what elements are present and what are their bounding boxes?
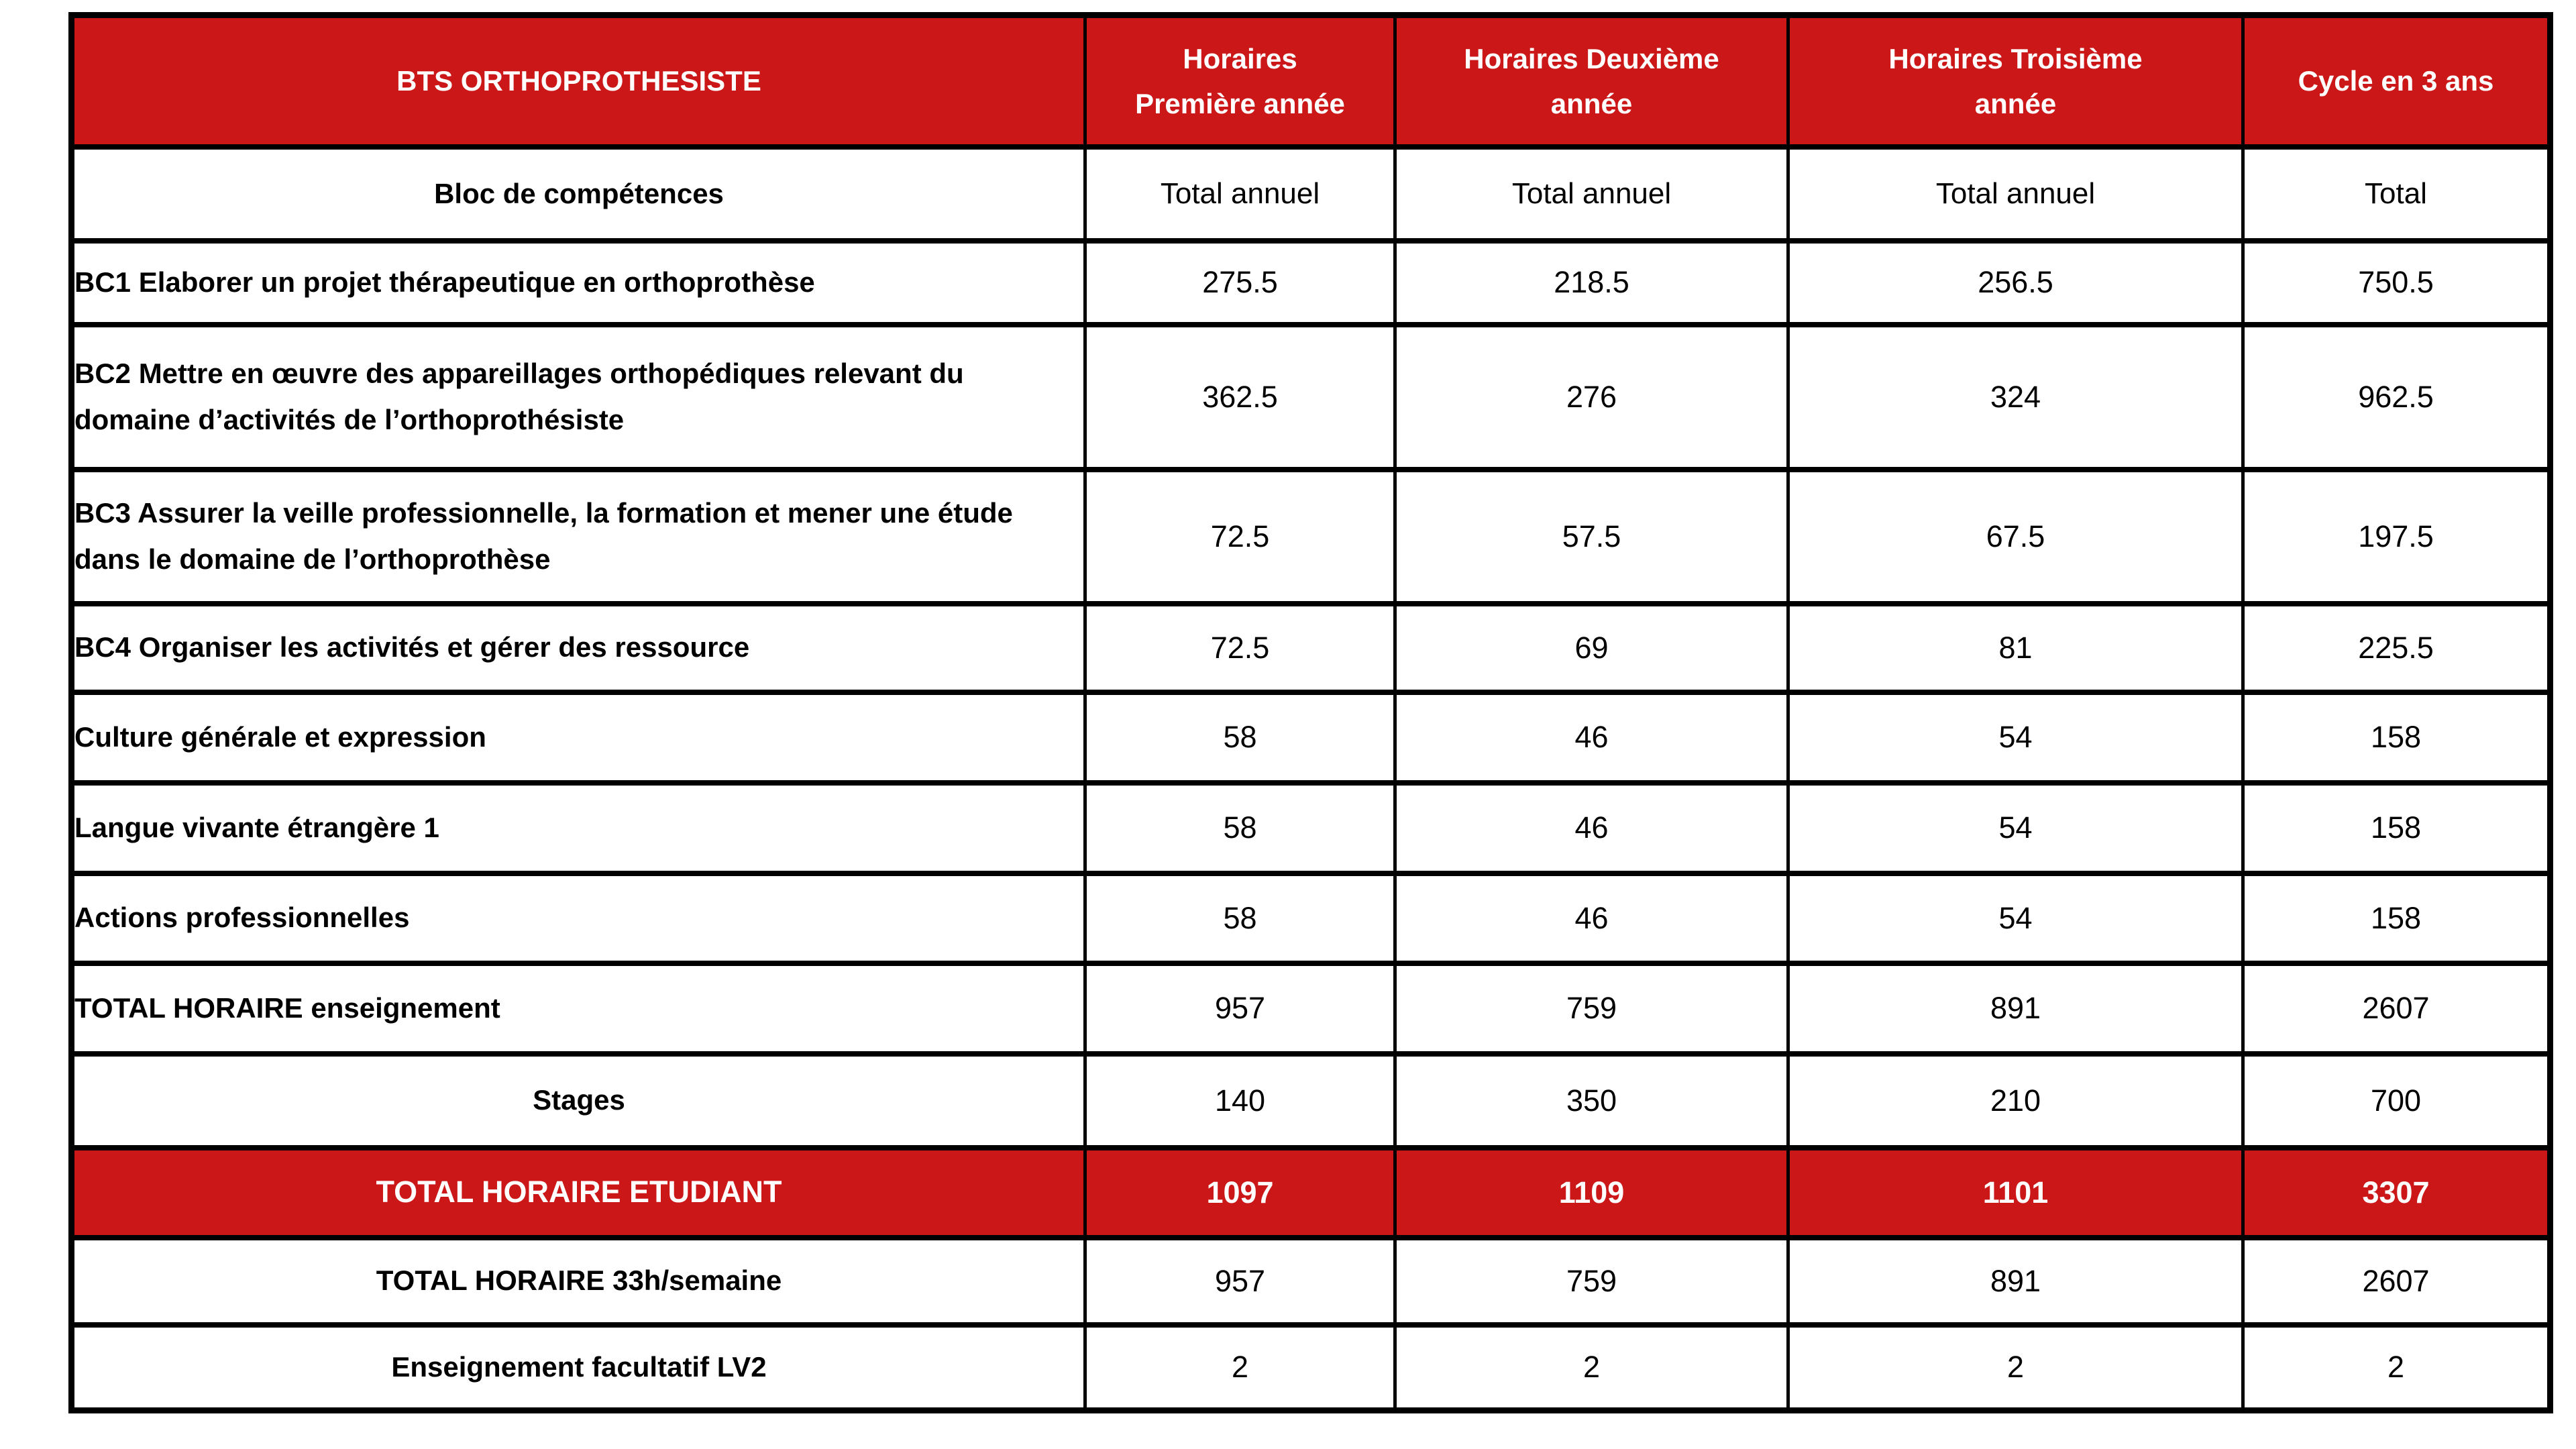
row-label: BC1 Elaborer un projet thérapeutique en … [70,237,1087,327]
cell-year2: 759 [1393,1234,1790,1328]
row-label: Langue vivante étrangère 1 [70,780,1087,876]
cell-year1: 2 [1083,1322,1397,1413]
table-header-row: BTS ORTHOPROTHESISTE Horaires Première a… [70,12,2552,150]
row-label: Actions professionnelles [70,870,1087,966]
cell-total: 962.5 [2241,321,2552,472]
cell-year3: 54 [1786,870,2245,966]
cell-total: 3307 [2241,1144,2552,1240]
cell-year3: 1101 [1786,1144,2245,1240]
table-row-total-33h: TOTAL HORAIRE 33h/semaine 957 759 891 26… [70,1234,2552,1328]
cell-year2: 276 [1393,321,1790,472]
cell-total: 2607 [2241,960,2552,1057]
cell-year3: 891 [1786,1234,2245,1328]
cell-year3: 54 [1786,780,2245,876]
cell-year1: 957 [1083,960,1397,1057]
header-cycle: Cycle en 3 ans [2241,12,2552,150]
subheader-total-annuel-2: Total annuel [1393,144,1790,244]
table-row-facultatif-lv2: Enseignement facultatif LV2 2 2 2 2 [70,1322,2552,1413]
cell-year2: 1109 [1393,1144,1790,1240]
cell-year2: 218.5 [1393,237,1790,327]
table-row-bc2: BC2 Mettre en œuvre des appareillages or… [70,321,2552,472]
table-row-bc1: BC1 Elaborer un projet thérapeutique en … [70,237,2552,327]
cell-total: 158 [2241,870,2552,966]
cell-year2: 69 [1393,600,1790,695]
cell-year1: 1097 [1083,1144,1397,1240]
cell-year3: 67.5 [1786,466,2245,606]
cell-year1: 957 [1083,1234,1397,1328]
cell-year1: 58 [1083,780,1397,876]
cell-year3: 256.5 [1786,237,2245,327]
row-label: TOTAL HORAIRE enseignement [70,960,1087,1057]
cell-total: 197.5 [2241,466,2552,606]
table-row-total-etudiant: TOTAL HORAIRE ETUDIANT 1097 1109 1101 33… [70,1144,2552,1240]
cell-year1: 362.5 [1083,321,1397,472]
header-year2: Horaires Deuxième année [1393,12,1790,150]
header-year3: Horaires Troisième année [1786,12,2245,150]
row-label: TOTAL HORAIRE ETUDIANT [70,1144,1087,1240]
table-row-culture: Culture générale et expression 58 46 54 … [70,689,2552,786]
cell-year1: 72.5 [1083,600,1397,695]
subheader-total-annuel-3: Total annuel [1786,144,2245,244]
table-row-total-enseignement: TOTAL HORAIRE enseignement 957 759 891 2… [70,960,2552,1057]
cell-year1: 58 [1083,870,1397,966]
cell-year3: 210 [1786,1051,2245,1150]
cell-total: 700 [2241,1051,2552,1150]
row-label: BC4 Organiser les activités et gérer des… [70,600,1087,695]
header-program-title: BTS ORTHOPROTHESISTE [70,12,1087,150]
cell-total: 2607 [2241,1234,2552,1328]
table-row-actions: Actions professionnelles 58 46 54 158 [70,870,2552,966]
cell-year2: 350 [1393,1051,1790,1150]
row-label: Enseignement facultatif LV2 [70,1322,1087,1413]
cell-total: 158 [2241,689,2552,786]
table-row-bc3: BC3 Assurer la veille professionnelle, l… [70,466,2552,606]
cell-year1: 58 [1083,689,1397,786]
cell-year2: 46 [1393,870,1790,966]
cell-total: 2 [2241,1322,2552,1413]
hours-schedule-table: BTS ORTHOPROTHESISTE Horaires Première a… [68,12,2553,1413]
cell-year2: 2 [1393,1322,1790,1413]
table-row-langue: Langue vivante étrangère 1 58 46 54 158 [70,780,2552,876]
subheader-total-annuel-1: Total annuel [1083,144,1397,244]
row-label: Culture générale et expression [70,689,1087,786]
cell-year3: 2 [1786,1322,2245,1413]
table-row-bc4: BC4 Organiser les activités et gérer des… [70,600,2552,695]
row-label: Stages [70,1051,1087,1150]
subheader-total: Total [2241,144,2552,244]
cell-year1: 275.5 [1083,237,1397,327]
cell-year2: 759 [1393,960,1790,1057]
table-row-stages: Stages 140 350 210 700 [70,1051,2552,1150]
cell-year2: 57.5 [1393,466,1790,606]
row-label: TOTAL HORAIRE 33h/semaine [70,1234,1087,1328]
subheader-bloc-competences: Bloc de compétences [70,144,1087,244]
header-year1: Horaires Première année [1083,12,1397,150]
cell-total: 225.5 [2241,600,2552,695]
cell-year2: 46 [1393,689,1790,786]
cell-year1: 72.5 [1083,466,1397,606]
cell-total: 750.5 [2241,237,2552,327]
cell-year3: 81 [1786,600,2245,695]
row-label: BC2 Mettre en œuvre des appareillages or… [70,321,1087,472]
row-label: BC3 Assurer la veille professionnelle, l… [70,466,1087,606]
cell-year3: 891 [1786,960,2245,1057]
cell-year1: 140 [1083,1051,1397,1150]
table-subheader-row: Bloc de compétences Total annuel Total a… [70,144,2552,244]
cell-year3: 324 [1786,321,2245,472]
cell-year3: 54 [1786,689,2245,786]
cell-total: 158 [2241,780,2552,876]
cell-year2: 46 [1393,780,1790,876]
